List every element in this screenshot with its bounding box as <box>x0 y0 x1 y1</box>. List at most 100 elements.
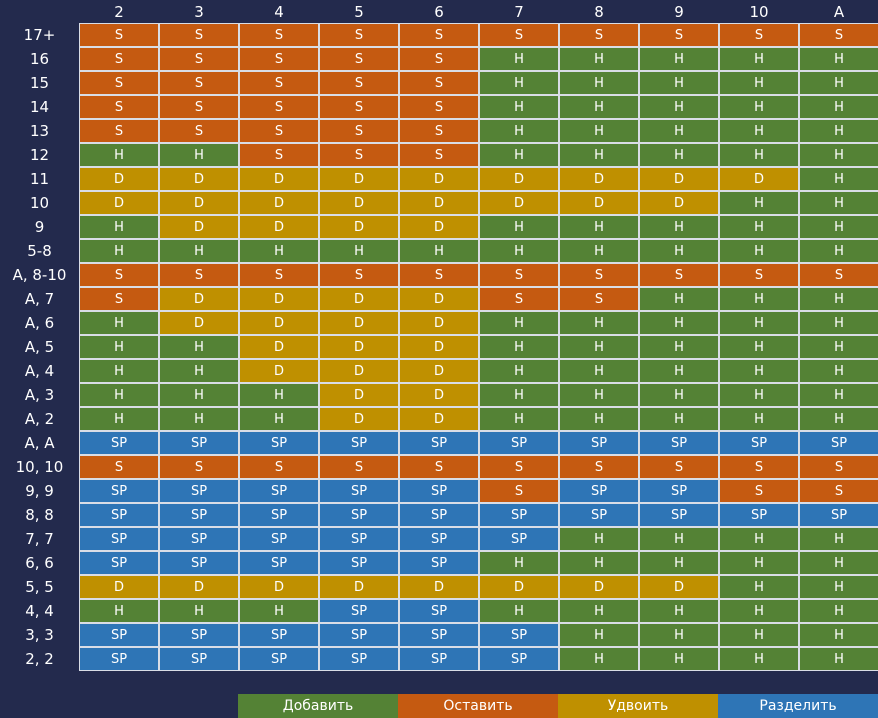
table-cell: D <box>399 407 479 431</box>
legend-item-d: Удвоить <box>558 694 718 718</box>
table-cell: H <box>239 239 319 263</box>
column-header: 7 <box>514 2 524 21</box>
table-cell: H <box>799 527 878 551</box>
table-cell: D <box>159 191 239 215</box>
table-cell: H <box>559 335 639 359</box>
table-cell: H <box>479 47 559 71</box>
table-cell: H <box>639 239 719 263</box>
table-cell: SP <box>559 503 639 527</box>
table-cell: H <box>639 335 719 359</box>
table-cell: D <box>639 167 719 191</box>
table-cell: D <box>239 359 319 383</box>
table-cell: S <box>479 455 559 479</box>
table-cell: H <box>159 359 239 383</box>
table-cell: D <box>239 287 319 311</box>
table-cell: S <box>319 119 399 143</box>
table-cell: S <box>399 95 479 119</box>
table-cell: H <box>639 599 719 623</box>
row-label: 10 <box>29 194 50 212</box>
row-label: A, A <box>24 434 55 452</box>
table-cell: H <box>719 383 799 407</box>
table-cell: S <box>719 479 799 503</box>
table-cell: SP <box>239 647 319 671</box>
table-cell: H <box>319 239 399 263</box>
table-cell: SP <box>639 479 719 503</box>
table-cell: SP <box>159 647 239 671</box>
table-cell: SP <box>399 479 479 503</box>
table-cell: H <box>799 143 878 167</box>
table-cell: H <box>239 407 319 431</box>
table-cell: D <box>639 191 719 215</box>
table-cell: H <box>79 311 159 335</box>
row-label: 9 <box>34 218 45 236</box>
table-cell: D <box>719 167 799 191</box>
table-cell: H <box>479 599 559 623</box>
row-label: 16 <box>29 50 50 68</box>
table-cell: H <box>719 647 799 671</box>
table-cell: H <box>79 383 159 407</box>
table-cell: SP <box>559 431 639 455</box>
table-cell: D <box>239 335 319 359</box>
table-cell: S <box>79 95 159 119</box>
legend-item-h: Добавить <box>238 694 398 718</box>
table-cell: H <box>639 407 719 431</box>
table-cell: SP <box>79 527 159 551</box>
table-cell: D <box>239 215 319 239</box>
table-cell: D <box>399 167 479 191</box>
table-cell: H <box>799 167 878 191</box>
table-cell: H <box>479 311 559 335</box>
table-cell: S <box>239 455 319 479</box>
table-cell: H <box>159 407 239 431</box>
row-label: 11 <box>29 170 50 188</box>
table-cell: D <box>159 575 239 599</box>
table-cell: D <box>399 311 479 335</box>
table-cell: H <box>639 71 719 95</box>
table-cell: D <box>559 575 639 599</box>
table-cell: D <box>319 311 399 335</box>
table-cell: S <box>239 119 319 143</box>
table-cell: H <box>399 239 479 263</box>
table-cell: SP <box>399 431 479 455</box>
table-cell: H <box>639 359 719 383</box>
table-cell: H <box>559 383 639 407</box>
table-cell: S <box>159 47 239 71</box>
table-cell: H <box>559 359 639 383</box>
table-cell: H <box>559 239 639 263</box>
table-cell: S <box>399 263 479 287</box>
row-label: 4, 4 <box>25 602 54 620</box>
column-header: 10 <box>749 2 769 21</box>
legend-item-s: Оставить <box>398 694 558 718</box>
table-cell: H <box>719 95 799 119</box>
table-cell: D <box>319 287 399 311</box>
table-cell: H <box>479 71 559 95</box>
table-cell: S <box>399 119 479 143</box>
table-cell: H <box>559 527 639 551</box>
legend-item-sp: Разделить <box>718 694 878 718</box>
table-cell: S <box>239 263 319 287</box>
table-cell: S <box>159 455 239 479</box>
table-cell: SP <box>319 527 399 551</box>
table-cell: H <box>639 47 719 71</box>
table-cell: H <box>559 407 639 431</box>
table-cell: H <box>559 119 639 143</box>
row-label: 10, 10 <box>15 458 64 476</box>
table-cell: S <box>319 95 399 119</box>
table-cell: S <box>479 287 559 311</box>
table-cell: SP <box>159 527 239 551</box>
table-cell: S <box>319 263 399 287</box>
table-cell: S <box>159 23 239 47</box>
table-cell: H <box>719 239 799 263</box>
table-cell: D <box>159 215 239 239</box>
table-cell: S <box>159 119 239 143</box>
row-label: 8, 8 <box>25 506 54 524</box>
table-cell: D <box>399 215 479 239</box>
table-cell: S <box>719 23 799 47</box>
table-cell: S <box>159 263 239 287</box>
table-cell: H <box>559 623 639 647</box>
table-cell: S <box>479 23 559 47</box>
table-cell: D <box>319 167 399 191</box>
table-cell: H <box>799 47 878 71</box>
table-cell: H <box>639 383 719 407</box>
row-label: 15 <box>29 74 50 92</box>
table-cell: H <box>639 551 719 575</box>
